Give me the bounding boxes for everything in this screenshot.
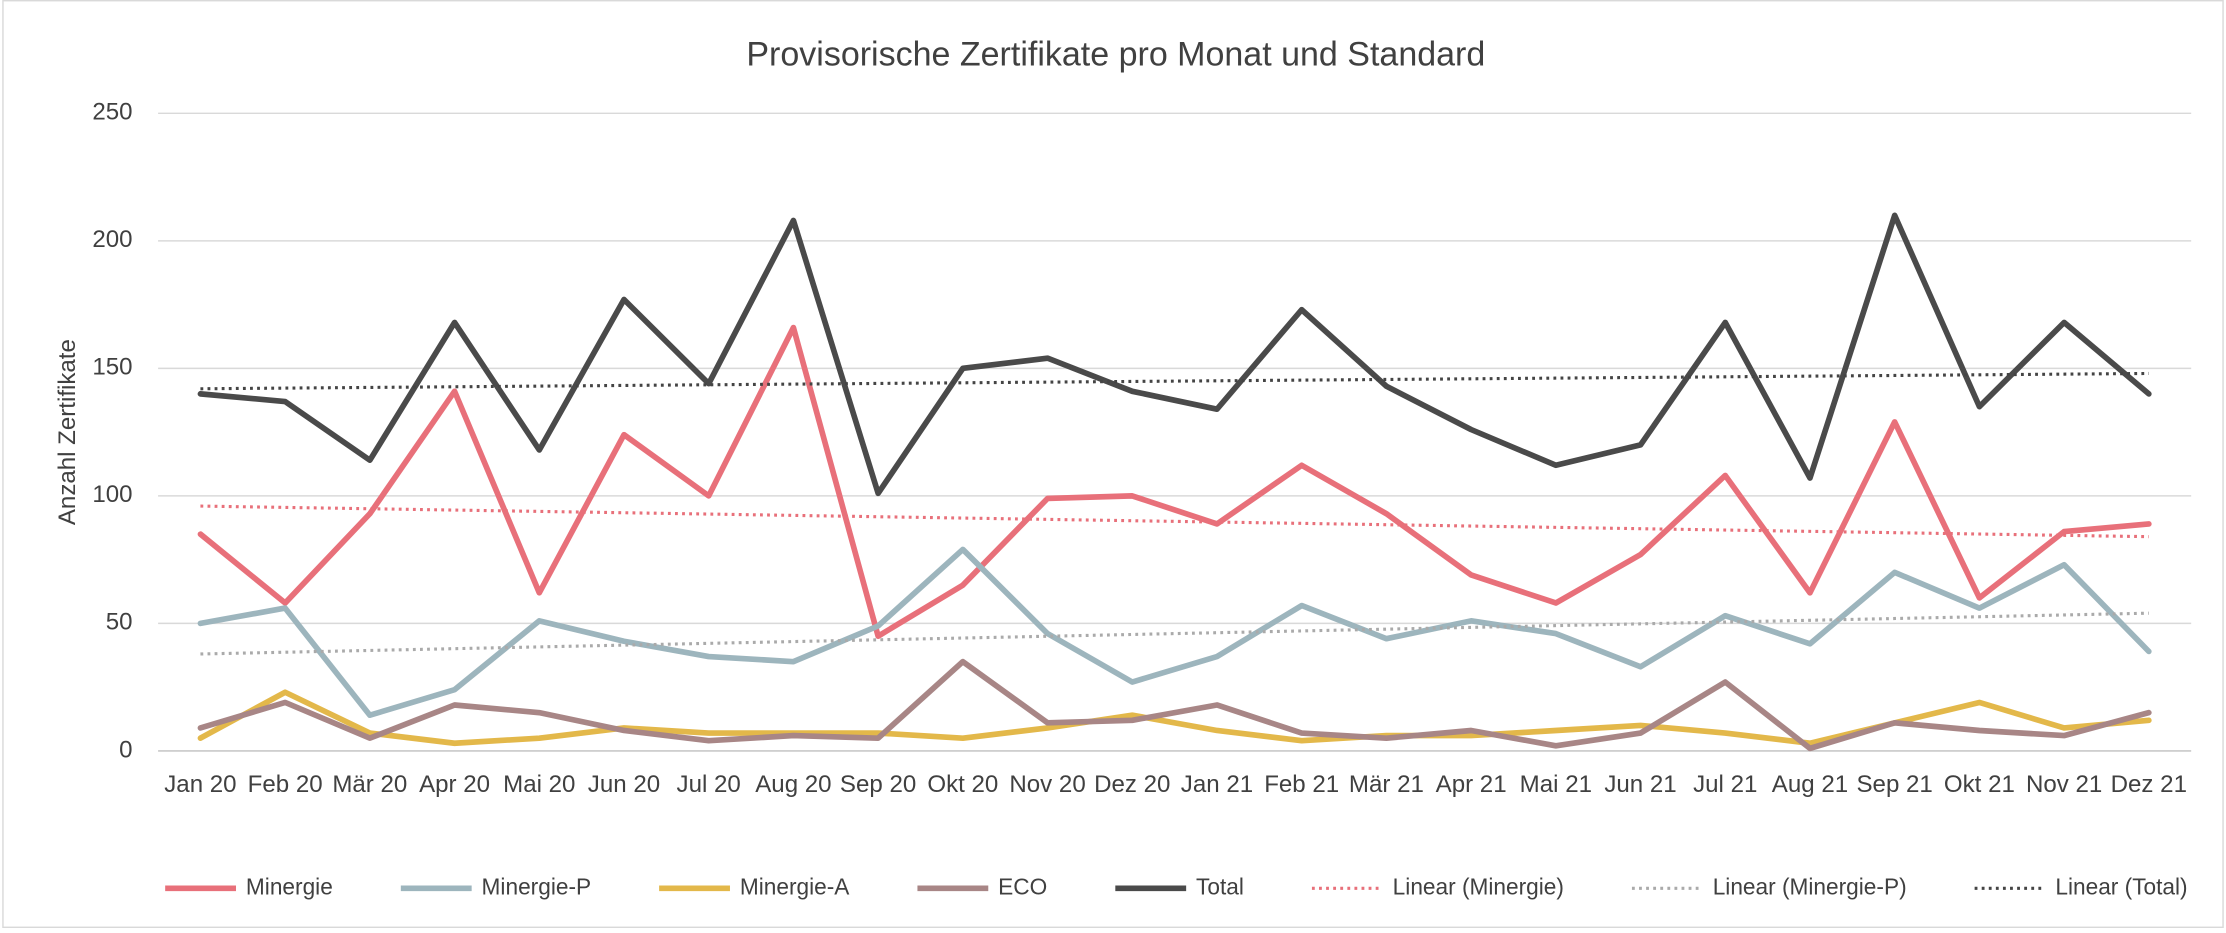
legend-label: Minergie-P	[482, 873, 592, 899]
x-tick-label: Mär 21	[1348, 770, 1424, 798]
x-tick-label-box: Jan 20	[164, 770, 237, 798]
x-tick-label-box: Apr 21	[1435, 770, 1507, 798]
y-axis-label: Anzahl Zertifikate	[54, 339, 81, 525]
x-tick-label-box: Aug 21	[1771, 770, 1849, 798]
y-tick-label: 150	[92, 354, 132, 381]
x-tick-label: Jul 20	[676, 770, 741, 798]
x-tick-label-box: Aug 20	[755, 770, 832, 798]
x-tick-label-box: Jan 21	[1180, 770, 1254, 798]
y-tick-label: 50	[106, 609, 133, 636]
x-tick-label-box: Jul 20	[676, 770, 741, 798]
x-tick-label: Mai 21	[1519, 770, 1592, 798]
y-tick-label: 200	[92, 226, 132, 253]
x-tick-label-box: Nov 21	[2025, 770, 2103, 798]
y-tick-label: 250	[92, 99, 132, 126]
x-tick-label-box: Apr 20	[419, 770, 491, 798]
x-tick-label-box: Feb 21	[1264, 770, 1340, 798]
legend-label: Linear (Total)	[2055, 873, 2187, 899]
legend-label: Linear (Minergie-P)	[1713, 873, 1907, 899]
data-line	[197, 212, 2152, 497]
x-tick-label: Jan 20	[164, 770, 237, 798]
x-tick-label: Nov 20	[1009, 770, 1086, 798]
x-tick-label-box: Dez 20	[1094, 770, 1171, 798]
x-tick-label: Apr 21	[1435, 770, 1507, 798]
x-tick-label: Nov 21	[2025, 770, 2103, 798]
legend-label: Minergie	[246, 873, 333, 899]
data-line	[197, 546, 2152, 719]
x-tick-label: Mai 20	[503, 770, 576, 798]
x-tick-label-box: Sep 20	[839, 770, 917, 798]
x-tick-label-box: Jul 21	[1693, 770, 1758, 798]
x-tick-label: Dez 21	[2110, 770, 2187, 798]
x-tick-label-box: Mär 21	[1348, 770, 1424, 798]
y-tick-label: 100	[92, 481, 132, 508]
trend-line	[200, 371, 2149, 391]
x-tick-label-box: Okt 20	[927, 770, 999, 798]
legend-label: ECO	[998, 873, 1047, 899]
data-line	[197, 658, 2152, 752]
x-tick-label-box: Nov 20	[1009, 770, 1086, 798]
x-tick-label-box: Dez 21	[2110, 770, 2187, 798]
trend-line	[200, 611, 2149, 656]
x-tick-label: Aug 20	[755, 770, 832, 798]
x-tick-label: Sep 21	[1856, 770, 1933, 798]
x-tick-label-box: Mai 21	[1519, 770, 1592, 798]
legend-label: Linear (Minergie)	[1393, 873, 1564, 899]
trend-line	[200, 504, 2149, 539]
data-line	[197, 324, 2152, 639]
x-tick-label-box: Jun 20	[587, 770, 661, 798]
x-tick-label: Mär 20	[332, 770, 408, 798]
x-tick-label-box: Sep 21	[1856, 770, 1933, 798]
x-tick-label: Jan 21	[1180, 770, 1254, 798]
y-tick-label: 0	[119, 736, 132, 763]
x-tick-label: Jun 20	[587, 770, 661, 798]
x-tick-label-box: Jun 21	[1604, 770, 1677, 798]
x-tick-label-box: Mai 20	[503, 770, 576, 798]
x-tick-label: Jun 21	[1604, 770, 1677, 798]
legend-label: Total	[1196, 873, 1244, 899]
x-tick-label: Feb 21	[1264, 770, 1340, 798]
x-tick-label: Aug 21	[1771, 770, 1849, 798]
x-tick-label-box: Okt 21	[1943, 770, 2015, 798]
data-line	[197, 689, 2152, 747]
x-tick-label: Okt 20	[927, 770, 999, 798]
x-tick-label: Dez 20	[1094, 770, 1171, 798]
x-tick-label: Sep 20	[839, 770, 917, 798]
x-tick-label: Apr 20	[419, 770, 491, 798]
chart-title: Provisorische Zertifikate pro Monat und …	[746, 36, 1485, 74]
x-tick-label-box: Feb 20	[247, 770, 323, 798]
x-tick-label: Jul 21	[1693, 770, 1758, 798]
x-tick-label: Okt 21	[1943, 770, 2015, 798]
legend-label: Minergie-A	[740, 873, 850, 899]
x-tick-label-box: Mär 20	[332, 770, 408, 798]
x-tick-label: Feb 20	[247, 770, 323, 798]
